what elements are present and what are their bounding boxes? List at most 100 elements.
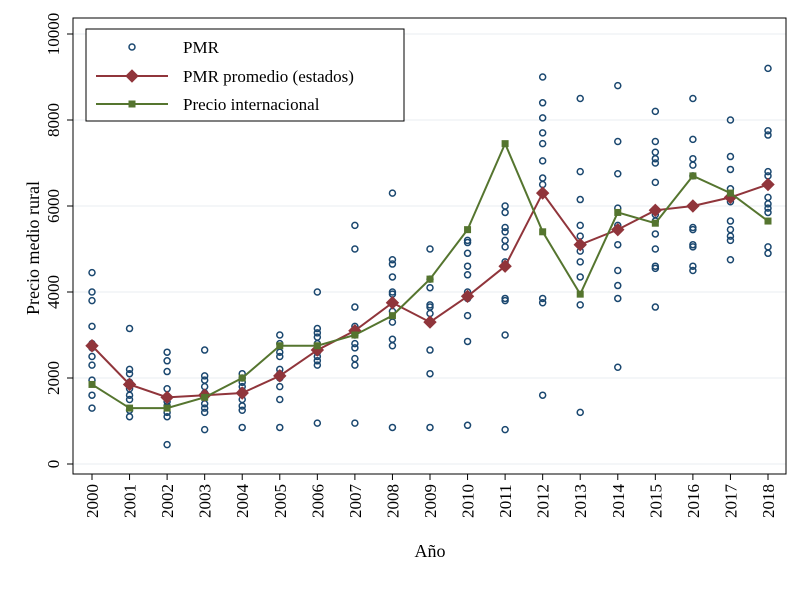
scatter-point <box>501 208 509 217</box>
legend-marker <box>125 69 139 83</box>
scatter-point <box>163 357 171 365</box>
scatter-point <box>764 167 772 176</box>
x-tick-label: 2001 <box>121 484 140 518</box>
x-tick-label: 2003 <box>196 484 215 518</box>
series-marker <box>651 219 659 227</box>
scatter-point <box>426 346 434 354</box>
scatter-point <box>576 408 584 417</box>
scatter-point <box>538 294 547 303</box>
scatter-point <box>463 262 472 270</box>
grid-layer <box>73 33 786 465</box>
scatter-point <box>764 204 772 212</box>
scatter-point <box>313 361 322 369</box>
series-marker <box>122 377 137 392</box>
scatter-point <box>501 425 509 434</box>
series-marker <box>686 199 700 213</box>
x-tick-label: 2009 <box>421 484 440 518</box>
scatter-point <box>426 369 434 378</box>
scatter-point <box>538 391 547 399</box>
scatter-point <box>200 404 209 412</box>
scatter-point <box>764 208 772 217</box>
scatter-point <box>764 131 772 139</box>
scatter-point <box>689 94 697 103</box>
legend-label: PMR promedio (estados) <box>183 67 354 86</box>
scatter-point <box>313 357 322 365</box>
series-marker <box>611 222 625 237</box>
legend-label: PMR <box>183 38 220 57</box>
x-tick-label: 2012 <box>534 484 553 518</box>
scatter-point <box>764 127 772 135</box>
scatter-point <box>463 249 472 258</box>
series-marker <box>85 339 99 353</box>
scatter-point <box>538 129 547 137</box>
scatter-point <box>238 423 246 432</box>
x-tick-label: 2014 <box>609 484 628 519</box>
scatter-point <box>726 116 735 124</box>
scatter-point <box>388 189 397 197</box>
legend-marker <box>128 100 136 108</box>
scatter-point <box>313 329 322 337</box>
scatter-point <box>538 299 547 307</box>
series-marker <box>313 342 321 350</box>
scatter-point <box>463 311 472 320</box>
scatter-point <box>125 391 134 399</box>
series-marker <box>426 275 434 283</box>
scatter-point <box>651 159 660 167</box>
x-tick-label: 2005 <box>271 484 290 518</box>
series-marker <box>501 140 509 148</box>
x-tick-label: 2004 <box>233 484 252 519</box>
scatter-point <box>576 273 584 281</box>
scatter-point <box>576 94 584 103</box>
series-marker <box>539 228 547 236</box>
scatter-point <box>651 230 660 238</box>
scatter-point <box>426 423 434 432</box>
x-tick-label: 2018 <box>759 484 778 518</box>
scatter-point <box>351 245 359 253</box>
scatter-point <box>426 245 434 253</box>
scatter-point <box>651 107 660 116</box>
x-tick-label: 2011 <box>496 484 515 517</box>
scatter-point <box>689 266 697 275</box>
series-marker <box>273 369 287 383</box>
scatter-point <box>538 73 547 81</box>
scatter-point <box>163 440 171 449</box>
scatter-point <box>614 240 622 249</box>
legend: PMR PMR promedio (estados) Precio internac… <box>85 28 405 122</box>
scatter-point <box>388 256 397 264</box>
scatter-point <box>614 281 622 290</box>
y-tick-label: 10000 <box>44 13 63 56</box>
scatter-point <box>651 303 660 311</box>
scatter-point <box>313 419 322 427</box>
series-marker <box>163 404 171 412</box>
scatter-point <box>388 423 397 432</box>
x-tick-label: 2016 <box>684 484 703 518</box>
series-marker <box>423 315 437 329</box>
scatter-point <box>313 324 322 333</box>
scatter-point <box>501 331 509 339</box>
legend-marker <box>128 43 136 51</box>
series-marker <box>88 380 96 388</box>
scatter-point <box>726 232 735 240</box>
legend-label: Precio internacional <box>183 95 320 114</box>
scatter-point <box>125 412 134 421</box>
scatter-point <box>689 225 697 234</box>
scatter-point <box>576 195 584 204</box>
scatter-point <box>501 223 509 232</box>
scatter-point <box>651 264 660 273</box>
series-marker <box>276 342 284 350</box>
scatter-point <box>651 178 660 187</box>
scatter-point <box>576 167 584 176</box>
scatter-point <box>651 245 660 253</box>
scatter-point <box>501 228 509 236</box>
scatter-point <box>764 64 772 73</box>
series-marker <box>238 374 246 382</box>
x-axis-title: Año <box>415 541 446 561</box>
scatter-point <box>88 404 96 412</box>
x-tick-label: 2006 <box>308 484 327 518</box>
scatter-point <box>614 137 622 146</box>
scatter-point <box>88 391 96 399</box>
scatter-point <box>125 369 134 378</box>
scatter-point <box>463 421 472 430</box>
scatter-point <box>614 363 622 371</box>
